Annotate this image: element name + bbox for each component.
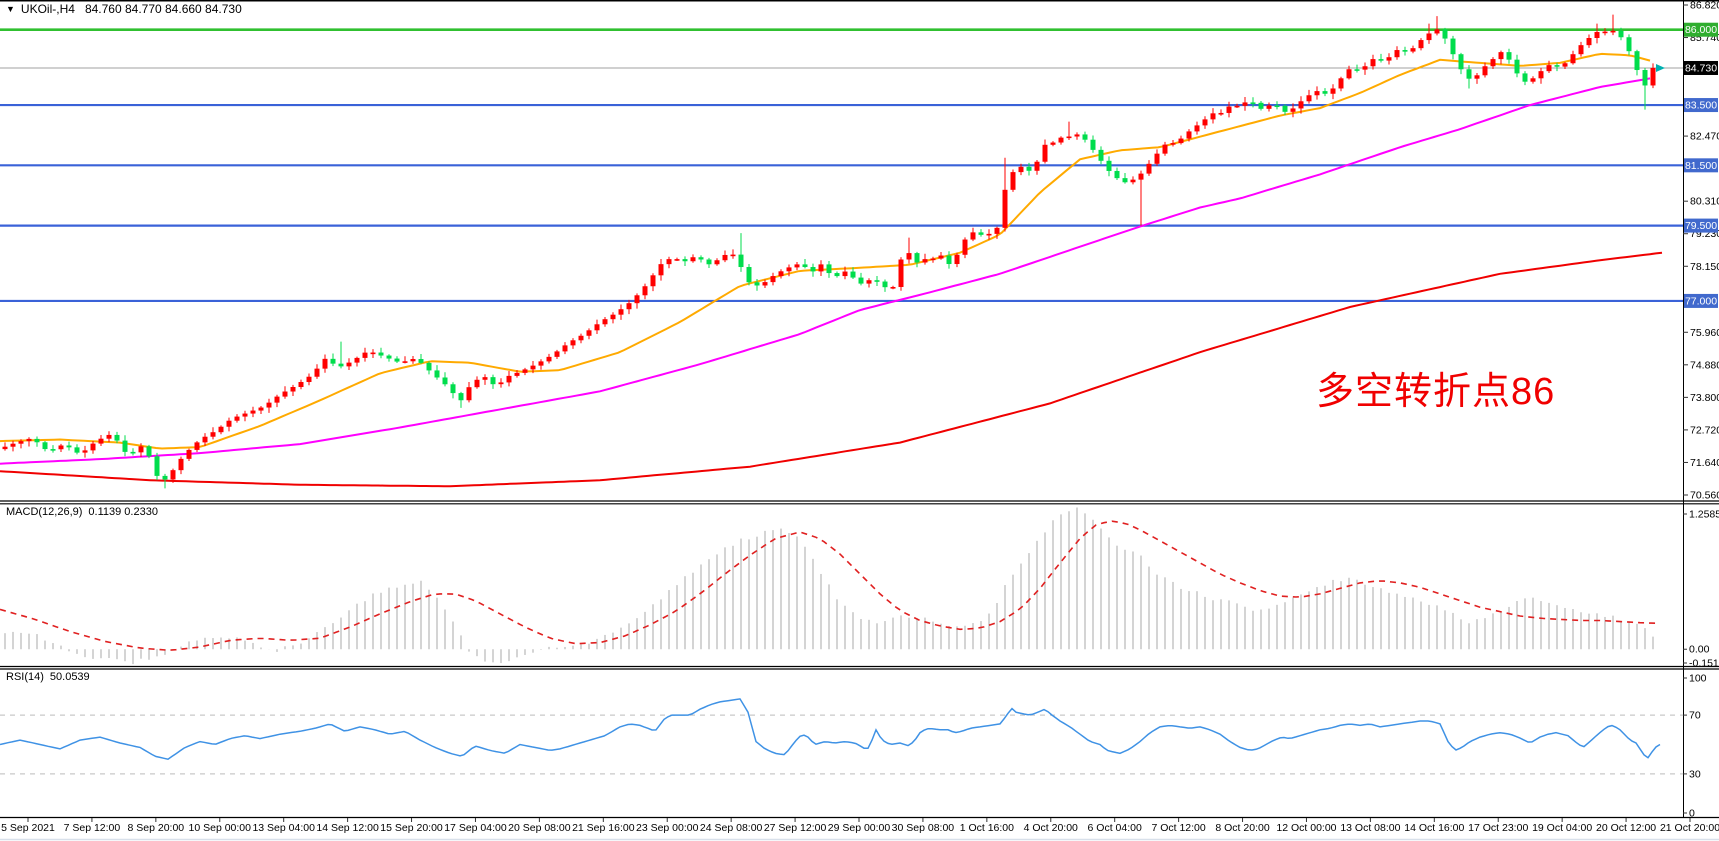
- svg-text:13 Oct 08:00: 13 Oct 08:00: [1340, 822, 1400, 834]
- svg-text:5 Sep 2021: 5 Sep 2021: [1, 822, 55, 834]
- svg-text:75.960: 75.960: [1690, 327, 1719, 339]
- rsi-indicator-label: RSI(14) 50.0539: [6, 671, 96, 683]
- rsi-name: RSI(14): [6, 671, 44, 683]
- svg-text:14 Sep 12:00: 14 Sep 12:00: [316, 822, 379, 834]
- svg-text:13 Sep 04:00: 13 Sep 04:00: [252, 822, 315, 834]
- rsi-panel[interactable]: [0, 698, 1683, 775]
- svg-text:1.2585: 1.2585: [1689, 509, 1719, 521]
- candles: [2, 14, 1656, 489]
- svg-text:100: 100: [1689, 673, 1707, 685]
- svg-text:79.500: 79.500: [1685, 220, 1717, 232]
- svg-text:71.640: 71.640: [1690, 457, 1719, 469]
- svg-text:29 Sep 00:00: 29 Sep 00:00: [828, 822, 891, 834]
- svg-text:12 Oct 00:00: 12 Oct 00:00: [1276, 822, 1336, 834]
- svg-text:17 Sep 04:00: 17 Sep 04:00: [444, 822, 507, 834]
- svg-text:70: 70: [1689, 710, 1701, 722]
- svg-text:84.730: 84.730: [1685, 62, 1717, 74]
- rsi-line: [0, 698, 1661, 761]
- svg-text:78.150: 78.150: [1690, 261, 1719, 273]
- macd-indicator-label: MACD(12,26,9) 0.1139 0.2330: [6, 506, 164, 518]
- svg-text:19 Oct 04:00: 19 Oct 04:00: [1532, 822, 1592, 834]
- svg-text:-0.1516: -0.1516: [1689, 658, 1719, 670]
- macd-panel[interactable]: [0, 507, 1657, 665]
- svg-text:17 Oct 23:00: 17 Oct 23:00: [1468, 822, 1528, 834]
- svg-text:70.560: 70.560: [1690, 489, 1719, 501]
- svg-text:21 Sep 16:00: 21 Sep 16:00: [572, 822, 635, 834]
- svg-text:74.880: 74.880: [1690, 359, 1719, 371]
- svg-text:86.000: 86.000: [1685, 24, 1717, 36]
- svg-text:7 Oct 12:00: 7 Oct 12:00: [1151, 822, 1205, 834]
- rsi-value: 50.0539: [49, 671, 90, 683]
- ohlc-values: 84.760 84.770 84.660 84.730: [84, 2, 242, 16]
- svg-text:77.000: 77.000: [1685, 295, 1717, 307]
- symbol-dropdown-icon[interactable]: ▼: [6, 4, 15, 14]
- svg-text:30: 30: [1689, 768, 1701, 780]
- svg-text:6 Oct 04:00: 6 Oct 04:00: [1088, 822, 1142, 834]
- svg-text:20 Oct 12:00: 20 Oct 12:00: [1596, 822, 1656, 834]
- svg-text:23 Sep 00:00: 23 Sep 00:00: [636, 822, 699, 834]
- svg-text:80.310: 80.310: [1690, 196, 1719, 208]
- moving-averages: [0, 52, 1663, 488]
- ma-mid-line: [0, 77, 1651, 465]
- svg-text:81.500: 81.500: [1685, 160, 1717, 172]
- indicator-axis[interactable]: 1.2585 0.00 -0.1516 100 70 30 0: [1683, 509, 1719, 820]
- macd-name: MACD(12,26,9): [6, 506, 83, 518]
- svg-text:20 Sep 08:00: 20 Sep 08:00: [508, 822, 571, 834]
- symbol-label: UKOil-,H4: [20, 2, 75, 16]
- macd-signal-line: [0, 520, 1657, 652]
- svg-text:0: 0: [1689, 808, 1695, 820]
- svg-text:1 Oct 16:00: 1 Oct 16:00: [960, 822, 1014, 834]
- annotation-text: 多空转折点86: [1316, 371, 1556, 413]
- svg-text:8 Oct 20:00: 8 Oct 20:00: [1215, 822, 1269, 834]
- support-resistance-lines: [0, 28, 1683, 303]
- svg-text:73.800: 73.800: [1690, 392, 1719, 404]
- time-axis[interactable]: 5 Sep 2021 7 Sep 12:00 8 Sep 20:00 10 Sep 0…: [1, 818, 1719, 834]
- svg-text:4 Oct 20:00: 4 Oct 20:00: [1024, 822, 1078, 834]
- svg-text:0.00: 0.00: [1689, 644, 1710, 656]
- ma-fast-line: [0, 52, 1651, 450]
- svg-text:8 Sep 20:00: 8 Sep 20:00: [128, 822, 185, 834]
- svg-text:14 Oct 16:00: 14 Oct 16:00: [1404, 822, 1464, 834]
- svg-text:7 Sep 12:00: 7 Sep 12:00: [64, 822, 121, 834]
- macd-values: 0.1139 0.2330: [88, 506, 158, 518]
- svg-text:86.820: 86.820: [1690, 0, 1719, 12]
- chart-title: ▼ UKOil-,H4 84.760 84.770 84.660 84.730: [6, 2, 242, 16]
- last-price-arrow-icon: [1656, 63, 1665, 72]
- price-axis[interactable]: 86.82085.74082.47080.31079.23078.15075.9…: [1683, 0, 1719, 501]
- svg-text:10 Sep 00:00: 10 Sep 00:00: [189, 822, 252, 834]
- svg-text:72.720: 72.720: [1690, 424, 1719, 436]
- svg-text:83.500: 83.500: [1685, 100, 1717, 112]
- svg-text:82.470: 82.470: [1690, 131, 1719, 143]
- svg-text:24 Sep 08:00: 24 Sep 08:00: [700, 822, 763, 834]
- svg-text:27 Sep 12:00: 27 Sep 12:00: [764, 822, 827, 834]
- svg-text:30 Sep 08:00: 30 Sep 08:00: [892, 822, 955, 834]
- svg-text:21 Oct 20:00: 21 Oct 20:00: [1660, 822, 1719, 834]
- svg-text:15 Sep 20:00: 15 Sep 20:00: [380, 822, 443, 834]
- ma-slow-line: [0, 251, 1663, 488]
